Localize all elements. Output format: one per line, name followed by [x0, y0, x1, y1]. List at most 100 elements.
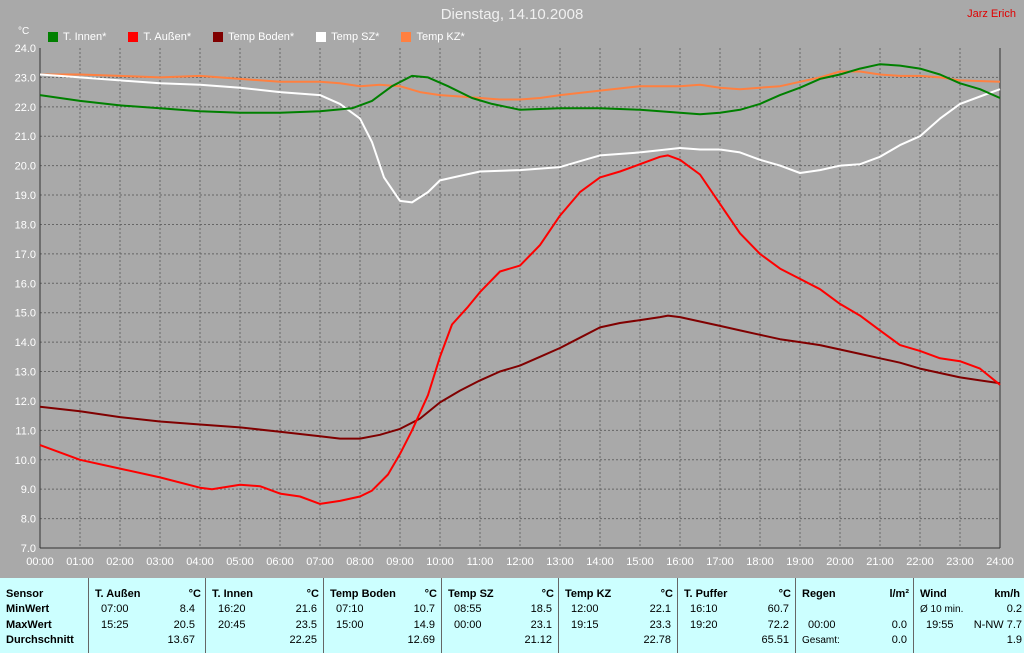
- legend-item: T. Außen*: [128, 31, 191, 43]
- x-tick-label: 15:00: [626, 556, 654, 568]
- x-tick-label: 06:00: [266, 556, 294, 568]
- y-tick-label: 18.0: [15, 219, 36, 231]
- y-unit-label: °C: [18, 26, 30, 37]
- x-tick-label: 13:00: [546, 556, 574, 568]
- cell-time: Ø 10 min.: [920, 604, 964, 615]
- series-line: [40, 70, 1001, 101]
- series-line: [39, 63, 1001, 116]
- y-tick-label: 17.0: [15, 249, 36, 261]
- header-unit: °C: [778, 588, 791, 600]
- x-tick-label: 04:00: [186, 556, 214, 568]
- cell-time: 08:55: [454, 603, 482, 615]
- cell-value: 10.7: [413, 603, 435, 615]
- legend-swatch: [401, 32, 412, 42]
- cell-time: 19:20: [690, 619, 718, 631]
- y-tick-label: 8.0: [21, 514, 36, 526]
- table-column: Wind km/h Ø 10 min. 0.2 19:55 N-NW 7.7 1.9: [914, 578, 1024, 653]
- x-tick-label: 08:00: [346, 556, 374, 568]
- row-label: Durchschnitt: [6, 634, 74, 646]
- y-tick-label: 9.0: [21, 484, 36, 496]
- y-tick-label: 23.0: [15, 72, 36, 84]
- temperature-chart: 7.0 8.0 9.0 10.0 11.0 12.0 13.0 14.0 15.0 16.0 17.…: [15, 43, 1014, 568]
- table-column: Temp SZ °C 08:55 18.5 00:00 23.1 21.12: [442, 578, 559, 653]
- statistics-table: Sensor MinWert MaxWert Durchschnitt T. A…: [0, 578, 1024, 653]
- legend-item: T. Innen*: [48, 31, 106, 43]
- cell-time: 16:10: [690, 603, 718, 615]
- legend-swatch: [316, 32, 327, 42]
- author-label: Jarz Erich: [967, 8, 1016, 20]
- header-unit: l/m²: [889, 588, 909, 600]
- cell-value: 12.69: [407, 634, 435, 646]
- cell-value: 8.4: [179, 603, 195, 615]
- x-tick-label: 23:00: [946, 556, 974, 568]
- cell-value: 23.3: [649, 619, 671, 631]
- x-tick-label: 03:00: [146, 556, 174, 568]
- legend-item: Temp KZ*: [401, 31, 465, 43]
- x-tick-label: 21:00: [866, 556, 894, 568]
- header-unit: °C: [188, 588, 201, 600]
- y-tick-label: 21.0: [15, 131, 36, 143]
- x-tick-label: 12:00: [506, 556, 534, 568]
- table-column: T. Innen °C 16:20 21.6 20:45 23.5 22.25: [206, 578, 324, 653]
- table-column: T. Außen °C 07:00 8.4 15:25 20.5 13.67: [89, 578, 206, 653]
- cell-value: 14.9: [413, 619, 435, 631]
- table-column: Temp KZ °C 12:00 22.1 19:15 23.3 22.78: [559, 578, 678, 653]
- header-unit: km/h: [994, 588, 1020, 600]
- cell-time: 07:00: [101, 603, 129, 615]
- y-tick-label: 20.0: [15, 161, 36, 173]
- legend-swatch: [128, 32, 139, 42]
- y-tick-label: 7.0: [21, 543, 36, 555]
- cell-value: 0.0: [891, 619, 907, 631]
- cell-time: 15:00: [336, 619, 364, 631]
- x-tick-label: 10:00: [426, 556, 454, 568]
- cell-time: 00:00: [808, 619, 836, 631]
- cell-value: 21.12: [524, 634, 552, 646]
- x-tick-label: 02:00: [106, 556, 134, 568]
- cell-value: 22.1: [649, 603, 671, 615]
- x-tick-label: 11:00: [467, 556, 494, 568]
- header-label: Wind: [920, 588, 947, 600]
- legend-label: T. Innen*: [63, 31, 107, 43]
- y-tick-label: 19.0: [15, 190, 36, 202]
- cell-time: 12:00: [571, 603, 599, 615]
- y-tick-label: 15.0: [15, 308, 36, 320]
- legend-item: Temp SZ*: [316, 31, 379, 43]
- y-tick-label: 10.0: [15, 455, 36, 467]
- x-tick-label: 17:00: [706, 556, 734, 568]
- cell-time: 16:20: [218, 603, 246, 615]
- x-tick-label: 18:00: [746, 556, 774, 568]
- x-tick-label: 14:00: [586, 556, 614, 568]
- x-tick-label: 00:00: [26, 556, 54, 568]
- cell-value: 18.5: [530, 603, 552, 615]
- header-label: Temp SZ: [448, 588, 494, 600]
- x-tick-label: 16:00: [666, 556, 694, 568]
- cell-value: 22.78: [643, 634, 671, 646]
- row-label: MinWert: [6, 603, 50, 615]
- cell-time: 07:10: [336, 603, 364, 615]
- chart-title: Dienstag, 14.10.2008: [440, 6, 584, 23]
- cell-time: 19:15: [571, 619, 599, 631]
- legend-label: Temp Boden*: [228, 31, 295, 43]
- y-tick-label: 24.0: [15, 43, 36, 55]
- legend-item: Temp Boden*: [213, 31, 294, 43]
- header-unit: °C: [424, 588, 437, 600]
- header-label: Regen: [802, 588, 836, 600]
- x-tick-label: 20:00: [826, 556, 854, 568]
- y-tick-label: 16.0: [15, 278, 36, 290]
- table-column: Regen l/m² 00:00 0.0 Gesamt: 0.0: [796, 578, 914, 653]
- legend-swatch: [213, 32, 224, 42]
- legend: T. Innen* T. Außen* Temp Boden* Temp SZ*…: [48, 31, 487, 43]
- cell-value: 13.67: [167, 634, 195, 646]
- header-unit: °C: [306, 588, 319, 600]
- cell-time: 00:00: [454, 619, 482, 631]
- cell-time: Gesamt:: [802, 635, 840, 646]
- series-line: [39, 314, 1001, 440]
- cell-value: 0.2: [1006, 603, 1022, 615]
- header-label: Temp KZ: [565, 588, 612, 600]
- cell-value: 22.25: [289, 634, 317, 646]
- y-tick-label: 13.0: [15, 367, 36, 379]
- x-tick-label: 24:00: [986, 556, 1014, 568]
- cell-value: 1.9: [1006, 634, 1022, 646]
- header-unit: °C: [541, 588, 554, 600]
- cell-value: N-NW 7.7: [973, 619, 1022, 631]
